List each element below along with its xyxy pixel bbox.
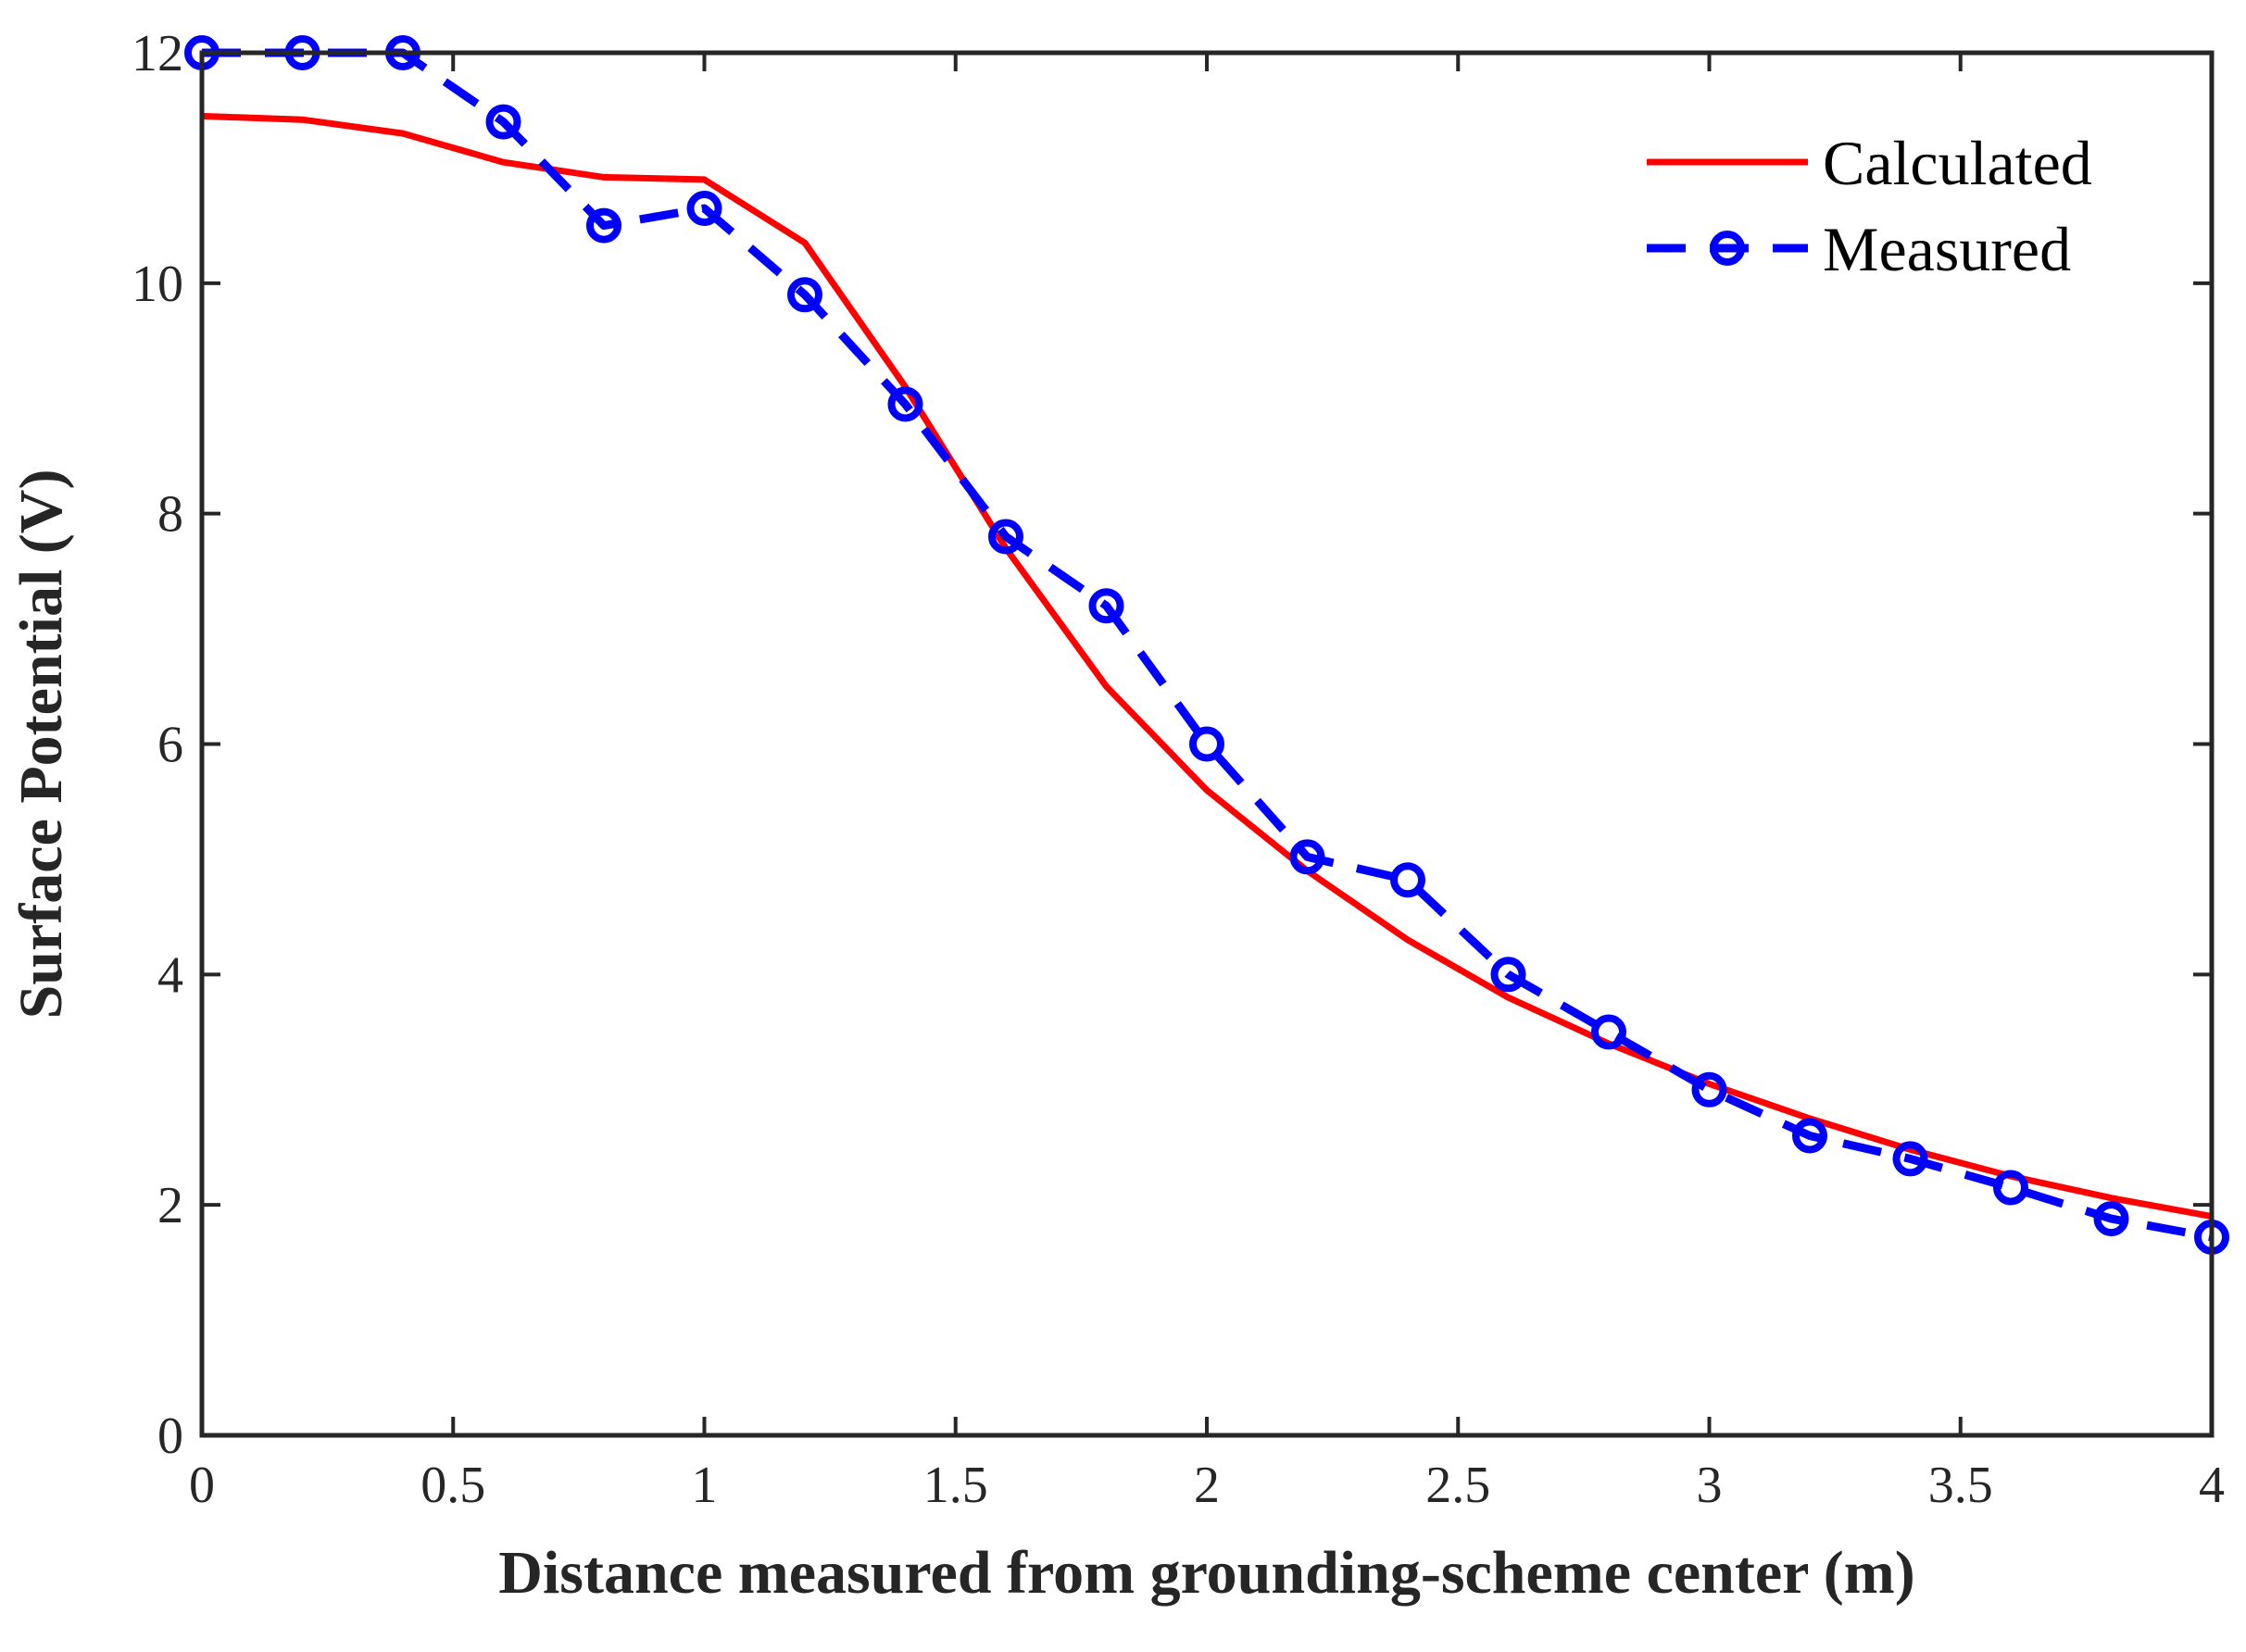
y-tick-label: 10 bbox=[132, 256, 183, 313]
y-tick-label: 12 bbox=[132, 25, 183, 82]
data-point-measured bbox=[1390, 862, 1425, 898]
x-tick-label: 0.5 bbox=[420, 1457, 485, 1514]
y-tick-label: 6 bbox=[157, 717, 183, 774]
data-point-measured bbox=[2093, 1201, 2129, 1237]
y-tick-label: 0 bbox=[157, 1408, 183, 1465]
x-tick-label: 2 bbox=[1194, 1457, 1220, 1514]
x-tick-label: 3 bbox=[1697, 1457, 1723, 1514]
legend-label-measured: Measured bbox=[1823, 214, 2071, 284]
data-point-measured bbox=[1792, 1118, 1827, 1154]
legend: Calculated Measured bbox=[1647, 128, 2092, 284]
x-tick-label: 0 bbox=[189, 1457, 215, 1514]
plot-area bbox=[184, 35, 2229, 1255]
data-point-measured bbox=[1189, 726, 1224, 762]
data-point-measured bbox=[1691, 1071, 1727, 1108]
x-tick-label: 1.5 bbox=[923, 1457, 988, 1514]
legend-marker-measured bbox=[1710, 231, 1745, 266]
x-axis-label: Distance measured from grounding-scheme … bbox=[498, 1539, 1914, 1607]
y-tick-label: 2 bbox=[157, 1177, 183, 1234]
data-point-measured bbox=[1289, 839, 1325, 875]
series-line-measured bbox=[202, 48, 2213, 1242]
x-tick-label: 3.5 bbox=[1928, 1457, 1993, 1514]
y-axis-label: Surface Potential (V) bbox=[7, 469, 75, 1020]
x-tick-label: 2.5 bbox=[1425, 1457, 1490, 1514]
data-point-measured bbox=[1993, 1170, 2028, 1206]
data-point-measured bbox=[887, 386, 923, 422]
data-point-measured bbox=[686, 191, 722, 226]
series-line-calculated bbox=[201, 112, 2213, 1220]
data-point-measured bbox=[988, 519, 1023, 555]
x-tick-label: 1 bbox=[692, 1457, 718, 1514]
data-point-measured bbox=[1490, 957, 1526, 993]
data-point-measured bbox=[586, 207, 621, 244]
legend-label-calculated: Calculated bbox=[1823, 128, 2092, 198]
axes: 0 0.5 1 1.5 2 2.5 3 3.5 4 0 2 4 6 8 10 12 Distance measu… bbox=[7, 25, 2225, 1607]
y-tick-label: 8 bbox=[157, 486, 183, 544]
data-point-measured bbox=[1088, 588, 1124, 624]
data-point-measured bbox=[787, 277, 822, 313]
x-tick-label: 4 bbox=[2199, 1457, 2225, 1514]
data-point-measured bbox=[1591, 1014, 1626, 1050]
data-point-measured bbox=[485, 104, 521, 140]
data-point-measured bbox=[1892, 1141, 1928, 1177]
y-tick-label: 4 bbox=[157, 946, 183, 1004]
